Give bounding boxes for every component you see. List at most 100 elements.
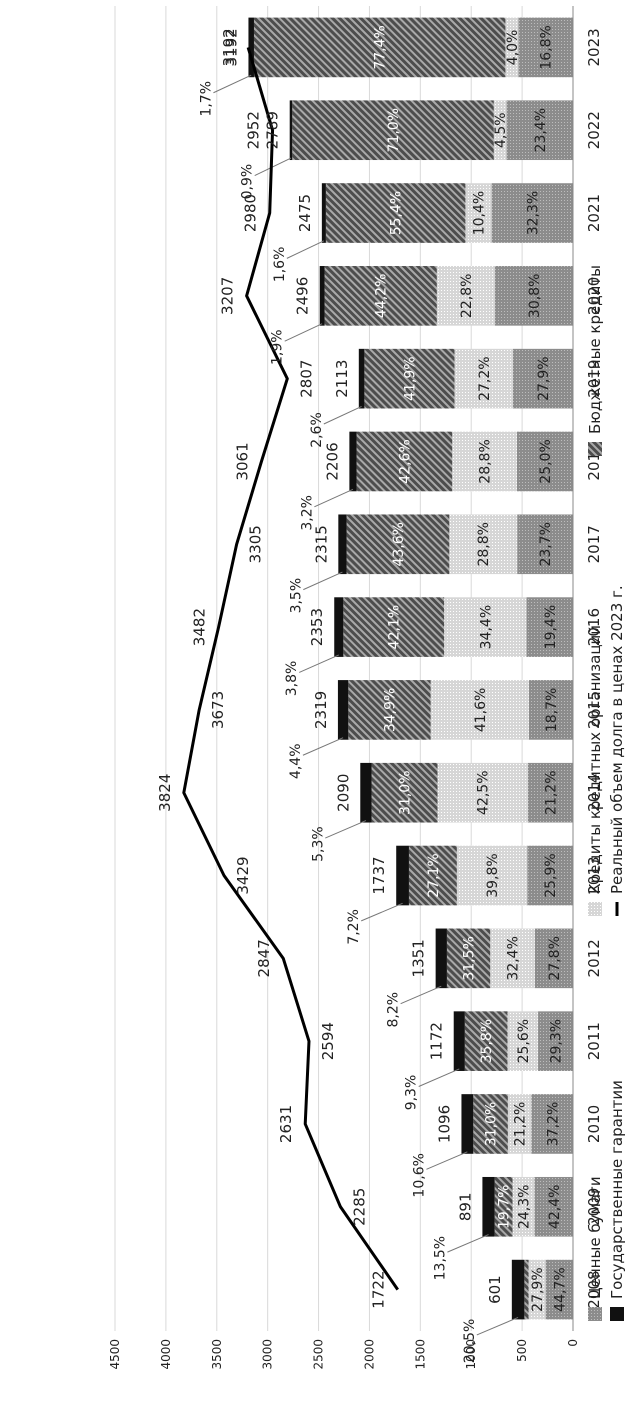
share-label-budget-loans: 35,8% (479, 1019, 495, 1063)
real-debt-line (182, 46, 399, 1291)
bar-bank-loans (449, 514, 518, 575)
bar-guarantees (289, 100, 293, 161)
bar-budget-loans (343, 597, 445, 657)
total-label: 891 (456, 1192, 474, 1221)
guarantee-leader-line (302, 737, 344, 756)
bar-guarantees (321, 183, 326, 243)
share-label-securities: 42,4% (547, 1185, 563, 1229)
bar-budget-loans (356, 431, 453, 492)
bar-securities (534, 1176, 574, 1237)
x-tick-label: 2019 (585, 360, 603, 398)
bar-securities (517, 514, 574, 575)
share-label-bank-loans: 22,8% (459, 274, 475, 318)
line-value-label: 3673 (209, 691, 227, 729)
share-label-budget-loans: 43,6% (391, 522, 407, 566)
bar-securities (494, 266, 573, 326)
data-labels: 2008 44,7% 27,9% 601 20,5% 2009 42,4% 24,3%19,7… (156, 25, 603, 1363)
bar-budget-loans (464, 1011, 508, 1071)
bar-budget-loans (348, 680, 431, 740)
total-label: 1351 (410, 939, 428, 977)
legend-label: Бюджетные кредиты (586, 265, 604, 434)
bar-guarantees (461, 1094, 474, 1154)
bar-securities (506, 100, 573, 161)
total-label: 1172 (428, 1022, 446, 1060)
total-label: 2113 (333, 360, 351, 398)
total-label: 2206 (323, 442, 341, 480)
total-label: 2496 (294, 277, 312, 315)
share-label-securities: 21,2% (543, 770, 559, 814)
share-label-securities: 23,4% (533, 108, 549, 152)
bar-securities (527, 845, 574, 906)
legend: Ценные бумаги Кредиты кредитных организац… (586, 265, 626, 1321)
total-label: 2353 (308, 608, 326, 646)
bar-bank-loans (452, 431, 517, 492)
share-label-budget-loans: 27,1% (426, 853, 442, 897)
share-connectors (213, 74, 519, 1336)
bar-bank-loans (490, 928, 535, 989)
line-value-label: 2594 (319, 1022, 337, 1060)
x-tick-label: 2013 (585, 856, 603, 894)
y-tick-label: 500 (515, 1339, 529, 1362)
bars (248, 17, 574, 1320)
share-label-guarantees: 5,3% (310, 826, 326, 862)
bar-securities (531, 1094, 573, 1154)
bar-securities (526, 597, 574, 657)
real-debt-line-path (182, 46, 399, 1291)
y-tick-label: 0 (566, 1339, 580, 1347)
share-label-budget-loans: 41,9% (402, 356, 418, 400)
guarantee-leader-line (254, 157, 292, 177)
x-tick-label: 2009 (585, 1188, 603, 1226)
rotated-plot: 2008 44,7% 27,9% 601 20,5% 2009 42,4% 24,3%19,7… (108, 6, 626, 1370)
bar-bank-loans (465, 183, 492, 243)
share-label-budget-loans: 31,0% (484, 1102, 500, 1146)
share-label-securities: 29,3% (549, 1019, 565, 1063)
line-value-label: 2952 (245, 111, 263, 149)
y-tick-label: 2000 (362, 1339, 376, 1370)
legend-label: Реальный объем долга в ценах 2023 г. (608, 585, 626, 894)
bar-securities (518, 17, 574, 78)
x-tick-label: 2022 (585, 111, 603, 149)
guarantee-leader-line (400, 985, 442, 1005)
guarantee-leader-line (426, 1151, 468, 1170)
guarantee-leader-line (303, 571, 343, 591)
x-tick-label: 2017 (585, 525, 603, 563)
share-label-bank-loans: 28,8% (478, 439, 494, 483)
bar-budget-loans (324, 266, 437, 326)
legend-label: Кредиты кредитных организаций (586, 625, 604, 894)
bar-bank-loans (430, 680, 529, 740)
bar-bank-loans (512, 1176, 535, 1237)
guarantee-leader-line (476, 1316, 519, 1336)
total-label: 2090 (334, 774, 352, 812)
share-label-securities: 44,7% (552, 1267, 568, 1311)
share-label-guarantees: 10,6% (411, 1153, 427, 1197)
guarantee-leader-line (299, 654, 339, 673)
bar-bank-loans (454, 348, 513, 409)
x-tick-label: 2021 (585, 194, 603, 232)
share-label-budget-loans: 34,9% (382, 688, 398, 732)
guarantee-leader-line (284, 323, 323, 342)
bar-securities (491, 183, 573, 243)
bar-guarantees (453, 1011, 465, 1071)
share-label-securities: 19,4% (543, 605, 559, 649)
bar-securities (516, 431, 574, 492)
bar-guarantees (349, 431, 357, 492)
bar-guarantees (358, 348, 365, 409)
guarantee-leader-line (286, 240, 325, 259)
line-value-label: 3061 (233, 442, 251, 480)
total-label: 2475 (296, 194, 314, 232)
bar-bank-loans (456, 845, 528, 906)
bar-bank-loans (444, 597, 527, 657)
line-value-label: 1722 (370, 1271, 388, 1309)
x-tick-label: 2014 (585, 774, 603, 812)
line-value-label: 2847 (255, 939, 273, 977)
share-label-guarantees: 9,3% (404, 1075, 420, 1111)
bar-securities (538, 1011, 574, 1071)
share-label-budget-loans: 31,0% (398, 770, 414, 814)
bar-budget-loans (446, 928, 491, 989)
share-label-securities: 27,8% (547, 936, 563, 980)
line-value-label: 2980 (242, 194, 260, 232)
share-label-guarantees: 20,5% (462, 1319, 478, 1363)
line-value-label: 3429 (234, 856, 252, 894)
share-label-guarantees: 0,9% (240, 164, 256, 200)
